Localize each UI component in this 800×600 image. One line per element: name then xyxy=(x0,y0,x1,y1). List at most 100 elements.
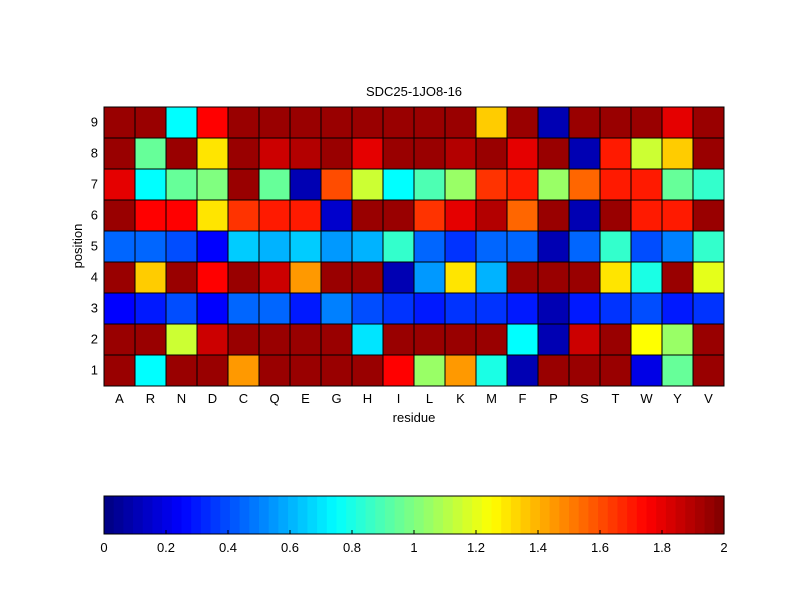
colorbar-tick-label: 0 xyxy=(100,540,107,555)
heatmap-cell xyxy=(165,137,198,170)
colorbar-segment xyxy=(559,496,570,534)
heatmap-cell xyxy=(506,230,539,263)
heatmap-cell xyxy=(475,292,508,325)
colorbar-tick-label: 1.4 xyxy=(529,540,547,555)
colorbar-segment xyxy=(375,496,386,534)
heatmap-cell xyxy=(196,137,229,170)
heatmap-cell xyxy=(599,168,632,201)
heatmap-cell xyxy=(320,137,353,170)
heatmap-cell xyxy=(692,137,725,170)
heatmap-cell xyxy=(537,137,570,170)
heatmap-cell xyxy=(258,323,291,356)
heatmap-cell xyxy=(258,261,291,294)
heatmap-cell xyxy=(289,137,322,170)
heatmap-cell xyxy=(227,323,260,356)
heatmap-cell xyxy=(506,292,539,325)
colorbar-segment xyxy=(578,496,589,534)
heatmap-cell xyxy=(413,323,446,356)
x-tick-label: M xyxy=(486,391,497,406)
x-tick-label: S xyxy=(580,391,589,406)
y-tick-label: 2 xyxy=(91,332,98,347)
heatmap-cell xyxy=(320,199,353,232)
x-tick-label: I xyxy=(397,391,401,406)
heatmap-cell xyxy=(134,168,167,201)
heatmap-cell xyxy=(134,354,167,387)
heatmap-cell xyxy=(351,199,384,232)
x-axis-label: residue xyxy=(393,410,436,425)
heatmap-cell xyxy=(475,199,508,232)
heatmap-cell xyxy=(165,199,198,232)
x-tick-label: G xyxy=(331,391,341,406)
colorbar-segment xyxy=(278,496,289,534)
heatmap-cell xyxy=(196,106,229,139)
colorbar-segment xyxy=(104,496,115,534)
heatmap-cell xyxy=(661,106,694,139)
colorbar-segment xyxy=(229,496,241,534)
heatmap-cell xyxy=(444,106,477,139)
y-tick-label: 1 xyxy=(91,363,98,378)
y-tick-label: 3 xyxy=(91,301,98,316)
heatmap-cell xyxy=(320,106,353,139)
heatmap-cell xyxy=(568,354,601,387)
heatmap-cell xyxy=(258,137,291,170)
heatmap-cell xyxy=(103,292,136,325)
heatmap-cell xyxy=(382,199,415,232)
colorbar-segment xyxy=(665,496,677,534)
x-tick-label: Y xyxy=(673,391,682,406)
colorbar-segment xyxy=(694,496,706,534)
colorbar-tick-label: 1.6 xyxy=(591,540,609,555)
heatmap-cell xyxy=(444,261,477,294)
y-tick-label: 9 xyxy=(91,115,98,130)
colorbar-segment xyxy=(685,496,696,534)
heatmap-cell xyxy=(165,230,198,263)
colorbar-segment xyxy=(142,496,154,534)
heatmap-cell xyxy=(196,199,229,232)
colorbar-segment xyxy=(123,496,134,534)
heatmap-cell xyxy=(661,292,694,325)
heatmap-cell xyxy=(320,292,353,325)
heatmap-cell xyxy=(196,323,229,356)
heatmap-cell xyxy=(227,230,260,263)
colorbar-segment xyxy=(317,496,328,534)
colorbar-segment xyxy=(326,496,338,534)
colorbar-segment xyxy=(355,496,367,534)
heatmap-cell xyxy=(320,354,353,387)
heatmap-cell xyxy=(475,354,508,387)
heatmap-cell xyxy=(258,168,291,201)
heatmap-cell xyxy=(103,137,136,170)
heatmap-cell xyxy=(537,230,570,263)
heatmap-cell xyxy=(382,137,415,170)
heatmap-cell xyxy=(413,261,446,294)
heatmap-cell xyxy=(568,199,601,232)
heatmap-cell xyxy=(103,199,136,232)
heatmap-cell xyxy=(630,137,663,170)
x-tick-label: C xyxy=(239,391,248,406)
heatmap-cell xyxy=(227,199,260,232)
heatmap-cell xyxy=(537,199,570,232)
heatmap-cell xyxy=(103,261,136,294)
heatmap-cell xyxy=(351,168,384,201)
heatmap-cell xyxy=(568,261,601,294)
heatmap-cell xyxy=(661,354,694,387)
x-tick-label: K xyxy=(456,391,465,406)
heatmap-cell xyxy=(289,292,322,325)
heatmap-cell xyxy=(444,199,477,232)
heatmap-cell xyxy=(630,106,663,139)
x-tick-label: R xyxy=(146,391,155,406)
x-tick-label: W xyxy=(640,391,653,406)
colorbar-segment xyxy=(220,496,231,534)
colorbar-segment xyxy=(191,496,202,534)
heatmap-cell xyxy=(568,168,601,201)
heatmap-cell xyxy=(692,323,725,356)
y-axis-label: position xyxy=(70,224,85,269)
heatmap-cell xyxy=(103,323,136,356)
heatmap-cell xyxy=(599,106,632,139)
x-tick-label: P xyxy=(549,391,558,406)
heatmap-cell xyxy=(227,137,260,170)
heatmap-cell xyxy=(413,230,446,263)
heatmap-cell xyxy=(382,168,415,201)
heatmap-cell xyxy=(692,261,725,294)
heatmap-cell xyxy=(103,354,136,387)
heatmap-cell xyxy=(413,199,446,232)
